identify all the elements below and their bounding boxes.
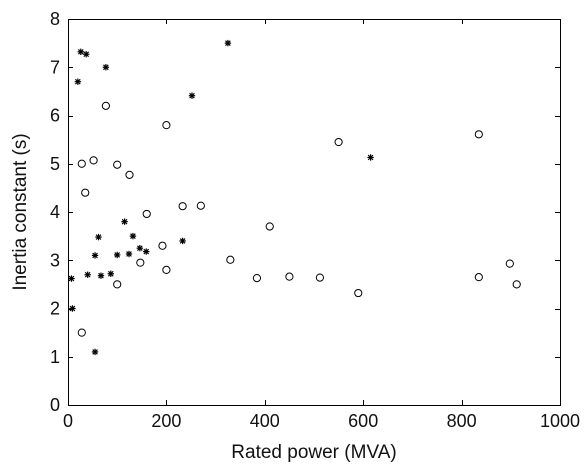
data-point-circle [125,170,134,179]
y-tick-label: 7 [50,57,60,77]
x-tick-label: 600 [348,411,378,431]
data-point-circle [265,222,274,231]
data-point-circle [158,241,167,250]
data-point-circle [136,258,145,267]
data-point-circle [334,137,343,147]
y-tick-label: 0 [50,395,60,415]
data-point-circle [505,259,514,268]
data-point-asterisk [367,154,374,161]
data-point-circle [142,209,151,219]
data-point-circle [354,288,363,298]
data-point-circle [113,280,122,289]
data-point-asterisk [91,252,99,259]
x-tick-label: 1000 [540,411,580,431]
x-tick-label: 200 [151,411,181,431]
y-tick-label: 4 [50,202,60,222]
data-point-asterisk [74,78,82,85]
data-point-circle [285,272,294,281]
data-point-circle [113,160,122,169]
y-tick-label: 2 [50,299,60,319]
points-layer [68,39,521,356]
data-point-asterisk [102,64,110,71]
y-tick-label: 5 [50,154,60,174]
data-point-asterisk [179,237,186,245]
data-point-asterisk [188,92,196,99]
data-point-asterisk [97,272,105,279]
data-point-asterisk [77,48,84,56]
x-tick-label: 800 [447,411,477,431]
data-point-circle [196,201,205,210]
data-point-circle [77,328,86,337]
y-tick-label: 8 [50,9,60,29]
ticks-layer [68,19,561,406]
data-point-asterisk [83,51,90,58]
x-tick-label: 400 [250,411,280,431]
data-point-asterisk [224,39,232,47]
data-point-circle [178,202,187,211]
data-point-asterisk [125,250,133,258]
data-point-asterisk [129,232,137,240]
data-point-circle [162,265,171,274]
data-point-circle [252,274,262,283]
data-point-circle [162,121,171,130]
data-point-circle [89,156,98,165]
x-tick-label: 0 [63,411,73,431]
data-point-asterisk [121,218,128,225]
y-axis-label: Inertia constant (s) [10,133,31,290]
data-point-circle [81,188,90,197]
data-point-circle [512,280,521,289]
data-point-asterisk [114,251,121,259]
data-point-circle [77,159,86,168]
y-tick-label: 3 [50,250,60,270]
plot-frame [68,19,561,406]
data-point-asterisk [136,244,144,252]
data-point-asterisk [107,270,115,277]
data-point-asterisk [68,275,75,282]
data-point-asterisk [95,233,102,241]
tick-labels-layer: 0 200 400 600 800 1000 0 1 2 3 4 5 6 7 8 [50,9,580,431]
data-point-circle [226,255,235,264]
data-point-asterisk [143,248,150,255]
data-point-circle [474,273,483,282]
data-point-circle [474,130,483,139]
y-tick-label: 1 [50,347,60,367]
data-point-asterisk [84,271,91,278]
y-tick-label: 6 [50,106,60,126]
data-point-asterisk [91,348,99,356]
x-axis-label: Rated power (MVA) [231,442,396,463]
data-point-circle [315,273,325,282]
data-point-circle [101,101,110,110]
data-point-asterisk [69,305,76,312]
